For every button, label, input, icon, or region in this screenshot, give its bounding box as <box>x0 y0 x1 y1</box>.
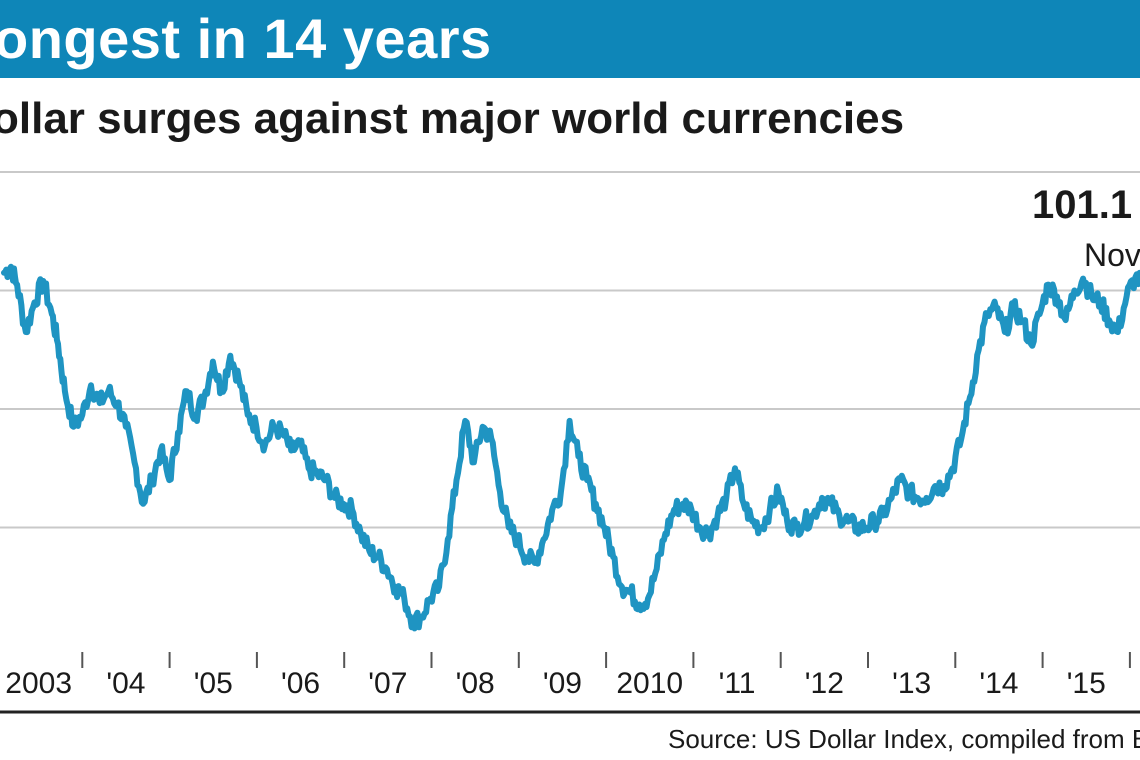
x-tick-label: '13 <box>892 667 931 700</box>
x-axis-tick-labels: 2003 '04 '05 '06 '07 '08 '09 2010 '11 '12 '13 '14 '1… <box>5 667 1106 700</box>
series-group <box>1 263 1140 632</box>
annotation-value: 101.1 <box>1032 183 1132 227</box>
x-tick-label: '08 <box>456 667 495 700</box>
source-note: Source: US Dollar Index, compiled from B… <box>668 724 1140 754</box>
x-tick-label: '11 <box>719 667 756 700</box>
x-tick-label: 2003 <box>5 667 72 700</box>
x-tick-label: 2010 <box>616 667 683 700</box>
chart-title: ongest in 14 years <box>0 7 492 70</box>
x-tick-label: '06 <box>281 667 320 700</box>
x-tick-label: '07 <box>368 667 407 700</box>
x-tick-label: '09 <box>543 667 582 700</box>
chart-subtitle: ollar surges against major world currenc… <box>0 94 905 143</box>
x-axis-ticks <box>81 652 1131 668</box>
series-line <box>1 263 1140 632</box>
x-tick-label: '05 <box>194 667 233 700</box>
x-tick-label: '12 <box>805 667 844 700</box>
annotation-date: Nov <box>1084 237 1140 273</box>
x-tick-label: '15 <box>1067 667 1106 700</box>
peak-annotation: 101.1 Nov <box>1032 183 1140 273</box>
x-tick-label: '04 <box>106 667 145 700</box>
title-bar: ongest in 14 years <box>0 0 1140 78</box>
x-tick-label: '14 <box>979 667 1018 700</box>
